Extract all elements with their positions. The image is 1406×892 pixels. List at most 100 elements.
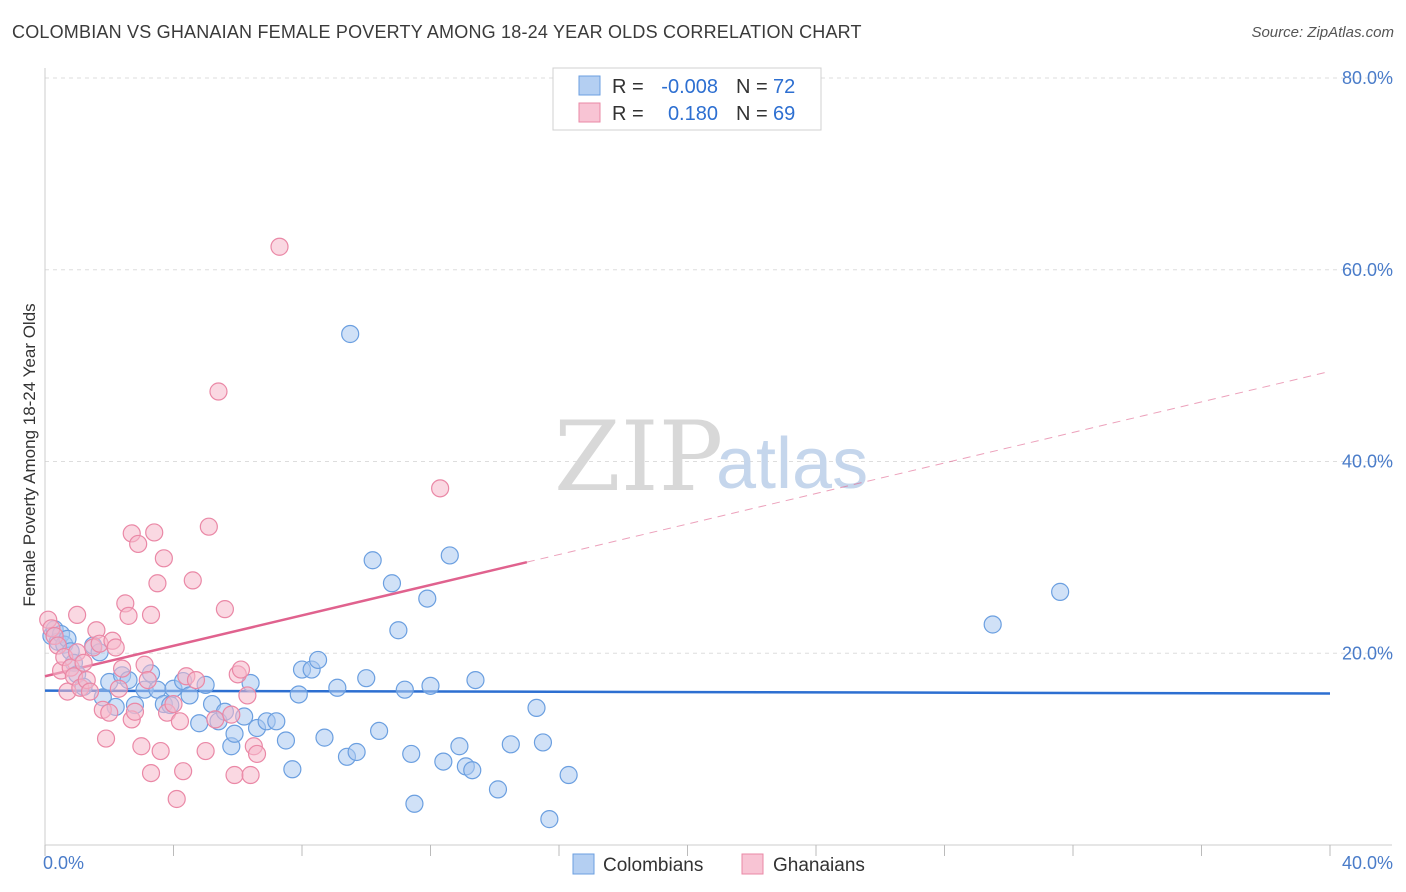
- y-tick-label-2: 60.0%: [1342, 260, 1393, 280]
- ghanaian-point-60: [247, 744, 267, 764]
- watermark-atlas: atlas: [716, 424, 868, 504]
- colombian-point-70: [559, 765, 578, 785]
- colombian-point-54: [395, 680, 414, 699]
- ghanaian-point-39: [154, 549, 173, 568]
- colombian-point-51: [370, 721, 389, 741]
- colombian-point-63: [463, 761, 482, 780]
- colombian-point-52: [382, 574, 402, 593]
- colombian-swatch: [578, 75, 601, 96]
- ghanaian-point-26: [119, 606, 138, 625]
- ghanaian-point-43: [170, 712, 190, 731]
- stats-legend: R = -0.008 N = 72 R = 0.180 N = 69: [552, 67, 822, 131]
- source-credit: Source: ZipAtlas.com: [1251, 24, 1394, 41]
- colombian-point-26: [190, 714, 209, 733]
- colombian-point-59: [434, 752, 453, 771]
- ghanaian-point-47: [186, 670, 206, 690]
- ghanaian-point-46: [183, 571, 202, 590]
- ghanaian-point-48: [196, 741, 215, 761]
- colombian-point-65: [488, 780, 508, 799]
- colombian-point-61: [450, 737, 469, 756]
- colombian-point-58: [418, 589, 437, 608]
- ghanaian-point-56: [231, 660, 251, 679]
- ghanaian-point-54: [225, 765, 244, 785]
- axes: [44, 68, 1392, 856]
- colombians-legend-swatch: [572, 853, 595, 875]
- ghanaians-legend-label: Ghanaians: [773, 855, 865, 876]
- ghanaian-swatch: [578, 102, 601, 123]
- watermark-zip: ZIP: [554, 401, 723, 513]
- watermark: ZIP atlas: [554, 401, 868, 513]
- legend-n-value-1: 72: [773, 76, 795, 98]
- ghanaian-point-58: [241, 765, 260, 785]
- ghanaian-point-38: [151, 741, 170, 761]
- colombian-point-67: [527, 698, 546, 717]
- x-tick-labels: 0.0% 40.0%: [43, 853, 1393, 873]
- colombian-point-40: [289, 685, 308, 704]
- colombians-legend-label: Colombians: [603, 855, 703, 876]
- ghanaian-point-49: [199, 517, 218, 536]
- ghanaian-point-62: [431, 479, 450, 498]
- ghanaian-point-9: [68, 605, 87, 625]
- colombian-point-64: [466, 670, 485, 690]
- legend-n-label-2: N =: [736, 103, 768, 125]
- ghanaian-point-35: [141, 605, 161, 625]
- grid-lines: [45, 77, 1392, 654]
- colombian-point-32: [225, 724, 244, 743]
- series-legend: Colombians Ghanaians: [572, 853, 865, 876]
- ghanaian-point-37: [148, 574, 167, 593]
- colombian-point-47: [347, 742, 366, 762]
- ghanaian-point-31: [132, 737, 151, 756]
- legend-r-value-2: 0.180: [668, 103, 718, 125]
- y-tick-label-3: 80.0%: [1342, 68, 1393, 88]
- colombian-point-56: [405, 794, 424, 813]
- data-points: [39, 237, 1070, 829]
- ghanaian-point-44: [174, 762, 193, 781]
- colombian-point-50: [363, 551, 382, 570]
- y-tick-labels: 20.0% 40.0% 60.0% 80.0%: [1342, 68, 1393, 663]
- colombian-point-72: [1051, 582, 1070, 601]
- ghanaian-point-51: [209, 382, 228, 401]
- colombian-point-49: [357, 669, 376, 688]
- ghanaian-point-57: [238, 686, 257, 705]
- ghanaian-point-12: [74, 653, 93, 672]
- legend-n-value-2: 69: [773, 103, 795, 125]
- y-tick-label-1: 40.0%: [1342, 452, 1393, 472]
- colombian-point-69: [540, 810, 559, 829]
- ghanaian-point-20: [100, 703, 119, 722]
- ghanaian-point-50: [206, 710, 225, 729]
- ghanaians-trend-extension: [526, 370, 1331, 563]
- colombian-point-39: [283, 760, 302, 779]
- trend-lines: [44, 370, 1331, 695]
- colombian-point-45: [328, 678, 347, 697]
- legend-r-label-1: R =: [612, 76, 644, 98]
- ghanaian-point-36: [145, 523, 164, 542]
- legend-n-label-1: N =: [736, 76, 768, 98]
- ghanaian-point-22: [106, 638, 125, 657]
- colombian-point-57: [421, 676, 440, 695]
- ghanaian-point-30: [129, 534, 148, 554]
- chart-title: COLOMBIAN VS GHANAIAN FEMALE POVERTY AMO…: [12, 22, 862, 42]
- x-tick-label-1: 40.0%: [1342, 853, 1393, 873]
- colombian-point-66: [501, 735, 520, 754]
- colombian-point-38: [276, 731, 296, 750]
- ghanaian-point-24: [112, 659, 132, 678]
- ghanaian-point-29: [125, 702, 145, 721]
- colombian-point-68: [533, 733, 553, 752]
- y-axis-label: Female Poverty Among 18-24 Year Olds: [20, 303, 39, 606]
- ghanaian-point-33: [138, 670, 157, 690]
- ghanaian-point-41: [164, 694, 183, 714]
- colombians-trend-line: [44, 689, 1331, 695]
- ghanaians-trend-line: [44, 560, 528, 678]
- colombian-point-55: [402, 744, 421, 764]
- colombian-point-48: [341, 324, 360, 344]
- colombian-point-60: [440, 546, 459, 565]
- x-tick-label-0: 0.0%: [43, 853, 84, 873]
- ghanaian-point-61: [270, 237, 289, 256]
- legend-r-label-2: R =: [612, 103, 644, 125]
- colombian-point-71: [983, 615, 1002, 634]
- colombian-point-43: [308, 650, 328, 670]
- ghanaian-point-19: [96, 729, 116, 748]
- legend-r-value-1: -0.008: [661, 76, 718, 98]
- ghanaian-point-14: [80, 682, 100, 701]
